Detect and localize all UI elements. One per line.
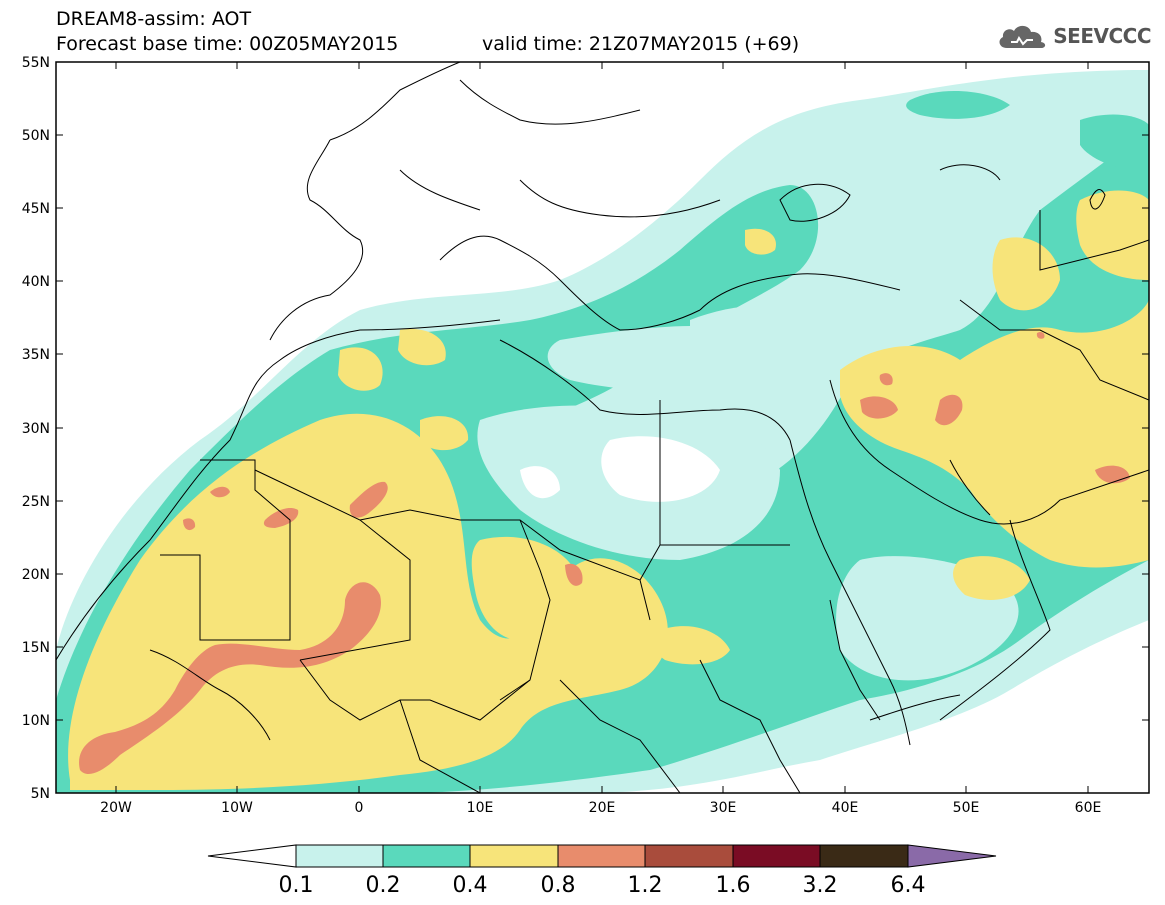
y-tick-label: 5N [31, 786, 50, 802]
y-tick-label: 25N [22, 494, 50, 510]
title-line-2: Forecast base time: 00Z05MAY2015 [56, 33, 399, 55]
aot-field [56, 62, 1149, 793]
boundaries [56, 62, 1149, 793]
colorbar-label: 3.2 [803, 873, 838, 898]
colorbar-label: 1.2 [628, 873, 663, 898]
y-tick-label: 45N [22, 201, 50, 217]
x-tick-label: 0 [355, 800, 364, 816]
y-tick-label: 35N [22, 347, 50, 363]
colorbar-bin [819, 844, 909, 868]
cloud-icon [999, 25, 1046, 48]
colorbar-bin [644, 844, 734, 868]
x-tick-label: 60E [1075, 800, 1102, 816]
colorbar [207, 844, 997, 868]
colorbar-bin [557, 844, 646, 868]
x-tick-label: 30E [710, 800, 737, 816]
colorbar-label: 0.8 [541, 873, 576, 898]
colorbar-bin [732, 844, 821, 868]
y-axis-labels: 55N 50N 45N 40N 35N 30N 25N 20N 15N 10N … [22, 55, 50, 802]
colorbar-label: 0.2 [366, 873, 401, 898]
colorbar-label: 0.1 [279, 873, 314, 898]
colorbar-bin [382, 844, 471, 868]
y-tick-label: 50N [22, 128, 50, 144]
colorbar-label: 1.6 [716, 873, 751, 898]
x-tick-label: 10E [467, 800, 494, 816]
seevccc-logo: SEEVCCC [997, 22, 1151, 50]
x-tick-label: 40E [832, 800, 859, 816]
title-line-1: DREAM8-assim: AOT [56, 8, 252, 30]
title-line-3: valid time: 21Z07MAY2015 (+69) [482, 33, 800, 55]
colorbar-low-arrow [207, 844, 297, 868]
y-tick-label: 30N [22, 421, 50, 437]
colorbar-labels: 0.1 0.2 0.4 0.8 1.2 1.6 3.2 6.4 [279, 873, 926, 898]
y-tick-label: 40N [22, 274, 50, 290]
y-tick-label: 20N [22, 567, 50, 583]
y-tick-label: 10N [22, 713, 50, 729]
logo-text: SEEVCCC [1053, 24, 1151, 48]
x-axis-labels: 20W 10W 0 10E 20E 30E 40E 50E 60E [100, 800, 1101, 816]
axis-ticks [56, 61, 1149, 793]
colorbar-bin [295, 844, 384, 868]
x-tick-label: 20W [100, 800, 132, 816]
y-tick-label: 55N [22, 55, 50, 71]
x-tick-label: 10W [221, 800, 253, 816]
colorbar-label: 0.4 [453, 873, 488, 898]
colorbar-high-arrow [907, 844, 997, 868]
colorbar-label: 6.4 [891, 873, 926, 898]
colorbar-bin [469, 844, 559, 868]
x-tick-label: 50E [953, 800, 980, 816]
x-tick-label: 20E [589, 800, 616, 816]
y-tick-label: 15N [22, 640, 50, 656]
